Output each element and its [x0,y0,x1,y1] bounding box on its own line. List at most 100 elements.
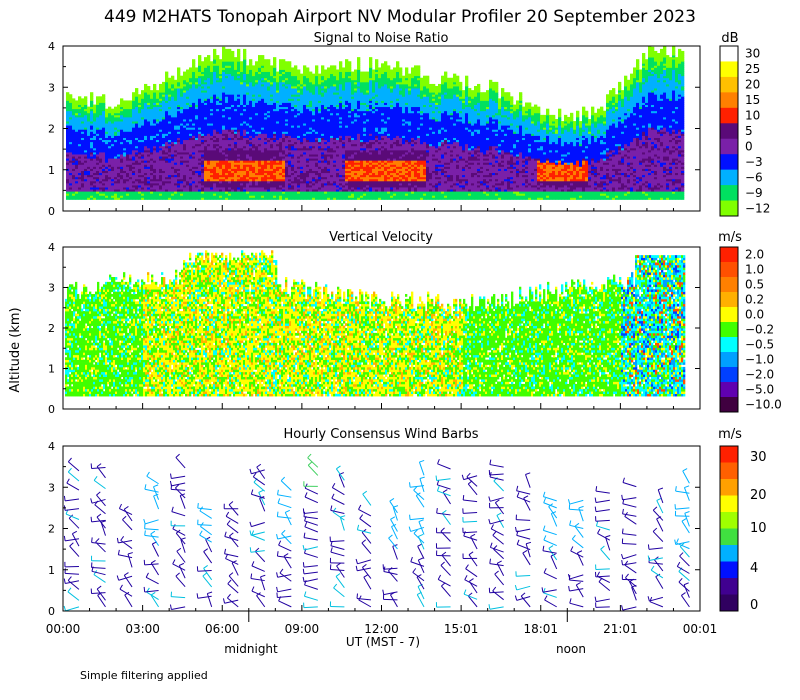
snr-cell [213,127,217,130]
snr-cell [195,176,199,180]
snr-cell [102,160,106,163]
snr-cell [144,166,148,169]
snr-cell [102,170,106,174]
snr-cell [207,83,211,87]
snr-cell [156,147,160,151]
snr-cell [87,145,91,149]
snr-cell [75,176,79,180]
snr-cell [249,123,253,126]
snr-cell [255,108,259,112]
snr-cell [246,187,250,190]
snr-cell [192,178,196,182]
snr-cell [141,131,145,134]
snr-cell [171,83,175,87]
snr-cell [237,137,241,141]
snr-cell [195,133,199,136]
snr-cell [72,139,76,143]
snr-cell [243,166,247,169]
snr-cell [69,131,73,134]
snr-cell [162,96,166,99]
snr-cell [195,81,199,85]
snr-cell [90,185,94,188]
snr-cell [99,104,103,108]
snr-cell [273,166,277,169]
snr-cell [198,135,202,138]
snr-cell [108,110,112,114]
snr-cell [180,104,184,108]
snr-cell [207,79,211,83]
snr-cell [237,63,241,66]
snr-cell [213,152,217,155]
snr-cell [93,116,97,120]
snr-cell [75,125,79,128]
snr-cell [135,133,139,136]
snr-cell [108,162,112,165]
snr-cell [81,178,85,182]
snr-cell [282,189,286,192]
snr-cell [231,164,235,167]
snr-cell [213,79,217,83]
snr-cell [255,90,259,93]
snr-cell [87,182,91,186]
snr-cell [111,174,115,178]
snr-cell [141,104,145,108]
snr-cell [156,180,160,184]
snr-cell [267,79,271,83]
snr-cell [204,141,208,145]
snr-cell [234,191,238,194]
snr-cell [84,189,88,192]
snr-cell [84,112,88,116]
snr-cell [276,127,280,130]
snr-cell [228,61,232,64]
snr-cell [156,125,160,128]
snr-cell [150,145,154,149]
snr-cell [240,147,244,151]
snr-cell [105,160,109,163]
snr-cell [99,96,103,99]
snr-cell [285,168,289,171]
snr-cell [144,106,148,110]
snr-cell [210,180,214,184]
snr-cell [252,104,256,108]
snr-cell [240,133,244,136]
snr-cell [99,170,103,174]
snr-cell [168,189,172,192]
y-axis-label: Altitude (km) [8,307,23,392]
snr-cell [177,110,181,114]
snr-cell [282,141,286,145]
snr-cell [282,145,286,149]
snr-cell [237,121,241,124]
snr-cell [69,121,73,124]
snr-cell [285,191,289,194]
snr-cell [267,178,271,182]
snr-cell [108,182,112,186]
snr-cell [273,119,277,122]
snr-cell [276,164,280,167]
snr-cell [201,185,205,188]
snr-cell [234,73,238,77]
snr-cell [165,71,169,75]
snr-cell [252,193,256,196]
snr-cell [135,88,139,91]
snr-cell [159,139,163,143]
snr-cell [132,189,136,192]
snr-cell [207,166,211,169]
snr-cell [78,110,82,114]
snr-cell [168,90,172,93]
snr-cell [249,61,253,64]
snr-cell [99,129,103,132]
snr-cell [237,174,241,178]
snr-cell [225,164,229,167]
snr-cell [246,195,250,198]
snr-cell [267,189,271,192]
snr-cell [171,133,175,136]
snr-cell [234,178,238,182]
snr-cell [183,100,187,103]
snr-cell [144,102,148,105]
snr-cell [147,170,151,174]
snr-cell [165,182,169,186]
snr-cell [282,119,286,122]
snr-cell [234,102,238,105]
snr-cell [165,81,169,85]
snr-cell [267,174,271,178]
